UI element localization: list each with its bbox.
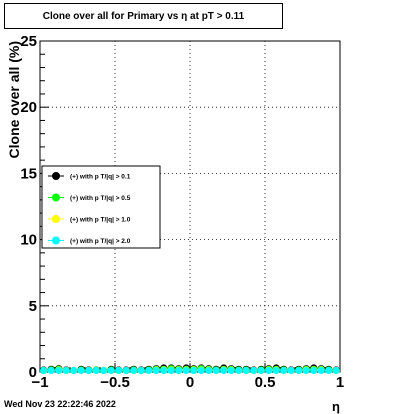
data-point	[77, 366, 85, 375]
data-point	[227, 366, 235, 375]
data-point	[130, 366, 138, 375]
x-tick-label: 0.5	[255, 374, 276, 391]
legend-entry: (+) with p T/|q| > 0.1	[48, 172, 131, 181]
data-point	[70, 366, 78, 375]
data-point	[152, 366, 160, 375]
y-tick-label: 0	[29, 364, 37, 381]
data-point	[205, 366, 213, 375]
data-point	[100, 366, 108, 375]
data-point	[47, 366, 55, 375]
data-point	[167, 366, 175, 375]
legend-marker	[52, 193, 60, 202]
legend-marker	[52, 172, 60, 180]
data-point	[122, 366, 130, 375]
x-tick-label: 1	[336, 374, 344, 391]
timestamp-footer: Wed Nov 23 22:22:46 2022	[4, 399, 116, 409]
legend-entry: (+) with p T/|q| > 1.0	[48, 215, 131, 224]
x-tick-label: 0	[186, 374, 194, 391]
data-point	[145, 366, 153, 375]
data-series	[40, 364, 340, 375]
data-point	[160, 366, 168, 375]
data-point	[85, 366, 93, 375]
legend-label: (+) with p T/|q| > 2.0	[70, 238, 131, 245]
data-point	[310, 366, 318, 375]
data-point	[40, 366, 48, 375]
data-point	[115, 366, 123, 375]
data-point	[242, 366, 250, 375]
legend-label: (+) with p T/|q| > 0.5	[70, 195, 131, 202]
y-tick-label: 10	[20, 232, 37, 249]
data-point	[272, 366, 280, 375]
data-point	[265, 366, 273, 375]
data-point	[137, 366, 145, 375]
data-point	[212, 366, 220, 375]
data-point	[220, 366, 228, 375]
x-axis-label: η	[332, 399, 340, 414]
data-point	[197, 366, 205, 375]
data-point	[280, 366, 288, 375]
data-point	[235, 366, 243, 375]
y-axis-label: Clone over all (%)	[6, 41, 22, 158]
legend-label: (+) with p T/|q| > 1.0	[70, 217, 131, 224]
data-point	[295, 366, 303, 375]
data-point	[62, 366, 70, 375]
legend-marker	[52, 236, 60, 245]
series-4	[40, 366, 340, 375]
x-tick-label: −1	[31, 374, 48, 391]
legend-label: (+) with p T/|q| > 0.1	[70, 174, 131, 181]
legend-entry: (+) with p T/|q| > 2.0	[48, 236, 131, 245]
chart-title: Clone over all for Primary vs η at pT > …	[4, 3, 283, 29]
x-tick-label: −0.5	[100, 374, 130, 391]
data-point	[250, 366, 258, 375]
data-point	[55, 366, 63, 375]
data-point	[107, 366, 115, 375]
data-point	[302, 366, 310, 375]
data-point	[287, 366, 295, 375]
data-point	[332, 366, 340, 375]
data-point	[190, 366, 198, 375]
legend-entry: (+) with p T/|q| > 0.5	[48, 193, 131, 202]
data-point	[175, 366, 183, 375]
legend-marker	[52, 215, 60, 223]
data-point	[92, 366, 100, 375]
y-tick-label: 20	[20, 99, 37, 116]
data-point	[317, 366, 325, 375]
y-tick-label: 5	[29, 298, 37, 315]
y-tick-label: 15	[20, 165, 37, 182]
data-point	[182, 366, 190, 375]
data-point	[257, 366, 265, 375]
legend-box	[41, 165, 161, 249]
y-tick-label: 25	[20, 33, 37, 50]
data-point	[325, 366, 333, 375]
legend: (+) with p T/|q| > 0.1 (+) with p T/|q| >…	[41, 165, 161, 249]
